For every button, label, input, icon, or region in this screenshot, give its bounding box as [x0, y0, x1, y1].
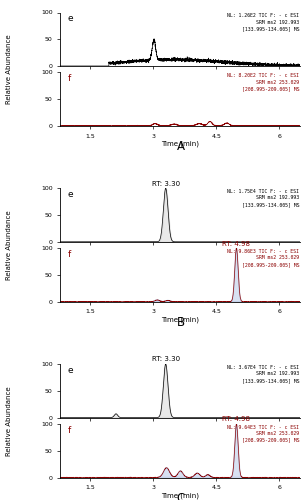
Text: NL: 1.75E4 TIC F: - c ESI
SRM ms2 192.993
[133.995-134.005] MS: NL: 1.75E4 TIC F: - c ESI SRM ms2 192.99… — [227, 189, 299, 207]
Text: A: A — [176, 140, 185, 153]
Text: f: f — [68, 74, 71, 83]
Text: Relative Abundance: Relative Abundance — [6, 386, 12, 456]
Text: NL: 8.20E2 TIC F: - c ESI
SRM ms2 253.029
[208.995-209.005] MS: NL: 8.20E2 TIC F: - c ESI SRM ms2 253.02… — [227, 73, 299, 91]
X-axis label: Time (min): Time (min) — [162, 316, 199, 323]
Text: B: B — [176, 316, 185, 328]
Text: f: f — [68, 426, 71, 434]
Text: Relative Abundance: Relative Abundance — [6, 34, 12, 104]
Text: e: e — [68, 14, 73, 23]
X-axis label: Time (min): Time (min) — [162, 140, 199, 147]
Text: NL: 9.86E3 TIC F: - c ESI
SRM ms2 253.029
[208.995-209.005] MS: NL: 9.86E3 TIC F: - c ESI SRM ms2 253.02… — [227, 248, 299, 267]
Text: e: e — [68, 190, 73, 199]
Text: Relative Abundance: Relative Abundance — [6, 210, 12, 280]
Text: NL: 3.67E4 TIC F: - c ESI
SRM ms2 192.993
[133.995-134.005] MS: NL: 3.67E4 TIC F: - c ESI SRM ms2 192.99… — [227, 364, 299, 383]
Text: RT: 3.30: RT: 3.30 — [152, 356, 180, 362]
Text: RT: 4.98: RT: 4.98 — [223, 416, 250, 422]
Text: NL: 9.64E3 TIC F: - c ESI
SRM ms2 253.029
[208.995-209.005] MS: NL: 9.64E3 TIC F: - c ESI SRM ms2 253.02… — [227, 424, 299, 442]
Text: RT: 4.98: RT: 4.98 — [223, 240, 250, 246]
Text: RT: 3.30: RT: 3.30 — [152, 180, 180, 186]
Text: f: f — [68, 250, 71, 259]
Text: C: C — [176, 492, 185, 500]
Text: e: e — [68, 366, 73, 374]
X-axis label: Time (min): Time (min) — [162, 492, 199, 498]
Text: NL: 1.26E2 TIC F: - c ESI
SRM ms2 192.993
[133.995-134.005] MS: NL: 1.26E2 TIC F: - c ESI SRM ms2 192.99… — [227, 13, 299, 31]
